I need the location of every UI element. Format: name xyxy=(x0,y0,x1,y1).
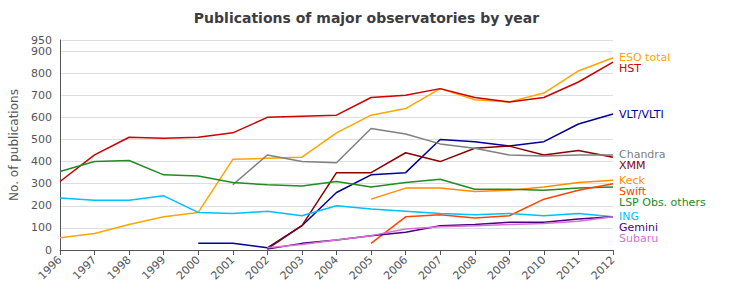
svg-text:800: 800 xyxy=(31,67,52,80)
svg-text:1996: 1996 xyxy=(36,253,65,282)
svg-text:2002: 2002 xyxy=(243,253,272,282)
svg-text:2005: 2005 xyxy=(347,253,376,282)
svg-text:Subaru: Subaru xyxy=(619,232,658,245)
svg-text:0: 0 xyxy=(45,244,52,257)
svg-text:2004: 2004 xyxy=(312,253,341,282)
svg-text:LSP Obs. others: LSP Obs. others xyxy=(619,195,706,209)
svg-text:Chandra: Chandra xyxy=(619,148,666,161)
svg-text:1998: 1998 xyxy=(105,253,134,282)
svg-text:Swift: Swift xyxy=(619,185,647,198)
svg-text:XMM: XMM xyxy=(619,159,646,173)
svg-text:VLT/VLTI: VLT/VLTI xyxy=(619,108,664,121)
svg-text:600: 600 xyxy=(31,111,52,124)
svg-text:2003: 2003 xyxy=(278,253,307,282)
svg-text:1997: 1997 xyxy=(70,253,99,282)
svg-text:100: 100 xyxy=(31,221,52,234)
svg-text:2011: 2011 xyxy=(554,253,583,282)
svg-text:Publications of major observat: Publications of major observatories by y… xyxy=(194,10,539,26)
svg-text:200: 200 xyxy=(31,199,52,212)
svg-text:2009: 2009 xyxy=(485,253,514,282)
svg-text:2007: 2007 xyxy=(416,253,445,282)
svg-text:500: 500 xyxy=(31,133,52,146)
svg-text:300: 300 xyxy=(31,177,52,190)
svg-text:HST: HST xyxy=(619,62,641,75)
svg-text:ESO total: ESO total xyxy=(619,51,671,65)
svg-text:Gemini: Gemini xyxy=(619,221,659,235)
svg-text:400: 400 xyxy=(31,155,52,168)
svg-text:2001: 2001 xyxy=(208,253,237,282)
svg-text:No. of publications: No. of publications xyxy=(7,89,21,201)
svg-text:900: 900 xyxy=(31,45,52,58)
svg-text:1999: 1999 xyxy=(139,253,168,282)
svg-text:2008: 2008 xyxy=(450,253,479,282)
svg-text:2012: 2012 xyxy=(589,253,618,282)
svg-text:2010: 2010 xyxy=(520,253,549,282)
svg-text:950: 950 xyxy=(31,34,52,47)
svg-text:Keck: Keck xyxy=(619,173,645,187)
svg-text:ING: ING xyxy=(619,210,639,224)
svg-text:2006: 2006 xyxy=(381,253,410,282)
svg-text:700: 700 xyxy=(31,89,52,102)
svg-text:2000: 2000 xyxy=(174,253,203,282)
